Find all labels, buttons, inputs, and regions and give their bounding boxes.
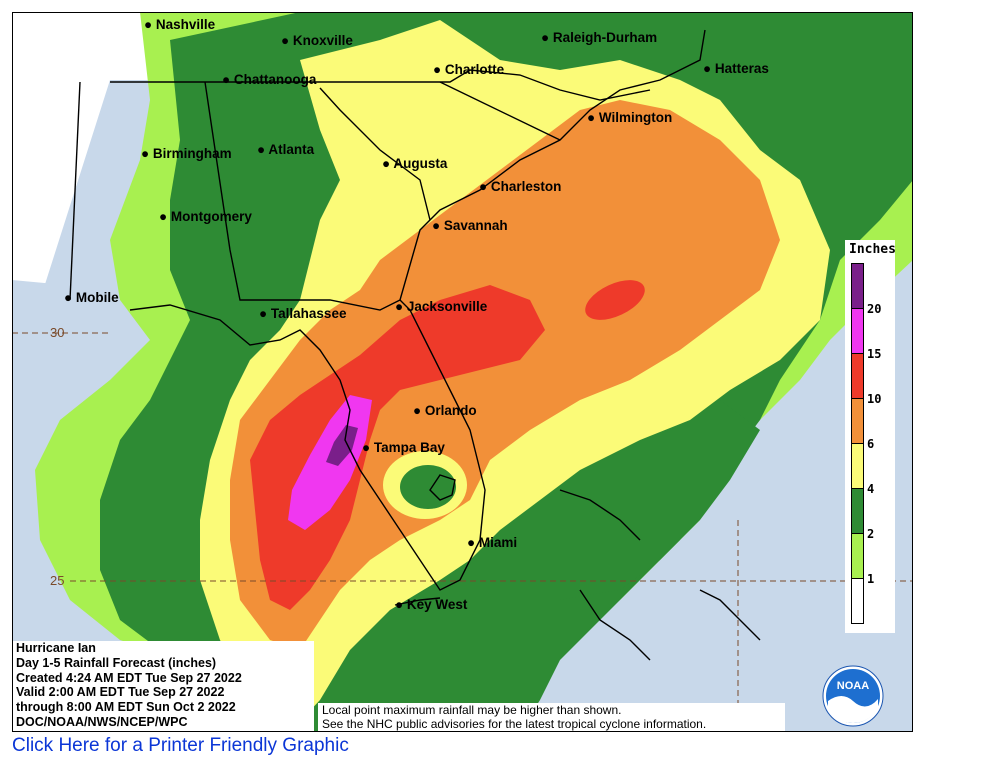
forecast-info-box: Hurricane Ian Day 1-5 Rainfall Forecast …	[12, 641, 314, 732]
city-orlando: ● Orlando	[413, 403, 477, 418]
city-knoxville: ● Knoxville	[281, 33, 353, 48]
city-label: Charleston	[490, 179, 562, 194]
city-label: Augusta	[393, 156, 448, 171]
disclaimer-line-2: See the NHC public advisories for the la…	[322, 717, 707, 731]
city-charlotte: ● Charlotte	[433, 62, 505, 77]
city-nashville: ● Nashville	[144, 17, 216, 32]
state-borders	[69, 29, 761, 661]
city-raleigh-durham: ● Raleigh-Durham	[541, 30, 658, 45]
legend-swatch-4	[851, 443, 864, 489]
disclaimer-line-1: Local point maximum rainfall may be high…	[322, 703, 622, 717]
city-savannah: ● Savannah	[432, 218, 508, 233]
city-key-west: ● Key West	[395, 597, 468, 612]
city-label: Mobile	[75, 290, 119, 305]
city-label: Raleigh-Durham	[552, 30, 658, 45]
info-valid-end: through 8:00 AM EDT Sun Oct 2 2022	[16, 700, 236, 715]
rain-band-2-east	[520, 400, 760, 600]
city-atlanta: ● Atlanta	[257, 142, 315, 157]
city-label: Miami	[478, 535, 518, 550]
legend-swatch-0	[851, 578, 864, 624]
info-created-time: Created 4:24 AM EDT Tue Sep 27 2022	[16, 670, 242, 685]
city-hatteras: ● Hatteras	[703, 61, 769, 76]
city-wilmington: ● Wilmington	[587, 110, 673, 125]
city-tampa-bay: ● Tampa Bay	[362, 440, 445, 455]
disclaimer-box: Local point maximum rainfall may be high…	[318, 703, 785, 732]
info-agency: DOC/NOAA/NWS/NCEP/WPC	[16, 714, 188, 729]
info-product-title: Day 1-5 Rainfall Forecast (inches)	[16, 655, 217, 670]
info-storm-name: Hurricane Ian	[16, 641, 96, 655]
city-label: Key West	[406, 597, 468, 612]
rain-band-20	[326, 425, 358, 466]
city-label: Knoxville	[292, 33, 353, 48]
city-label: Orlando	[424, 403, 477, 418]
city-label: Hatteras	[714, 61, 769, 76]
legend-swatch-10	[851, 353, 864, 399]
city-birmingham: ● Birmingham	[141, 146, 232, 161]
latitude-label-25: 25	[50, 573, 65, 588]
city-charleston: ● Charleston	[479, 179, 562, 194]
city-tallahassee: ● Tallahassee	[259, 306, 347, 321]
legend-label-15: 15	[867, 347, 882, 361]
city-mobile: ● Mobile	[64, 290, 119, 305]
city-label: Tampa Bay	[373, 440, 445, 455]
info-valid-start: Valid 2:00 AM EDT Tue Sep 27 2022	[16, 685, 225, 700]
legend-swatch-6	[851, 398, 864, 444]
legend-label-10: 10	[867, 392, 882, 406]
gulf-area	[12, 280, 240, 640]
legend-label-20: 20	[867, 302, 882, 316]
rain-band-10-east	[585, 280, 645, 320]
city-label: Nashville	[155, 17, 216, 32]
legend-swatch-1	[851, 533, 864, 579]
legend-label-6: 6	[867, 437, 875, 451]
rain-band-10	[250, 285, 545, 610]
legend-label-4: 4	[867, 482, 875, 496]
city-miami: ● Miami	[467, 535, 518, 550]
city-augusta: ● Augusta	[382, 156, 448, 171]
legend-swatch-20	[851, 263, 864, 309]
city-label: Atlanta	[268, 142, 315, 157]
city-label: Birmingham	[152, 146, 232, 161]
city-montgomery: ● Montgomery	[159, 209, 252, 224]
legend-label-1: 1	[867, 572, 875, 586]
noaa-logo-text: NOAA	[837, 680, 869, 692]
legend-label-2: 2	[867, 527, 875, 541]
city-label: Charlotte	[444, 62, 505, 77]
rainfall-legend: Inches 20 15 10 6 4 2 1	[845, 240, 896, 633]
printer-friendly-link[interactable]: Click Here for a Printer Friendly Graphi…	[12, 735, 349, 756]
latitude-label-30: 30	[50, 325, 65, 340]
rain-pocket-okeechobee-inner	[400, 465, 456, 509]
legend-swatch-15	[851, 308, 864, 354]
city-label: Chattanooga	[233, 72, 317, 87]
city-label: Montgomery	[170, 209, 252, 224]
rain-band-6	[230, 100, 780, 650]
city-chattanooga: ● Chattanooga	[222, 72, 317, 87]
city-label: Savannah	[443, 218, 508, 233]
land-no-rain	[12, 12, 300, 300]
noaa-logo-icon: NOAA	[822, 665, 884, 727]
legend-swatch-2	[851, 488, 864, 534]
city-jacksonville: ● Jacksonville	[395, 299, 488, 314]
city-label: Tallahassee	[270, 306, 347, 321]
city-label: Wilmington	[598, 110, 673, 125]
city-label: Jacksonville	[406, 299, 488, 314]
legend-title: Inches	[849, 242, 896, 257]
